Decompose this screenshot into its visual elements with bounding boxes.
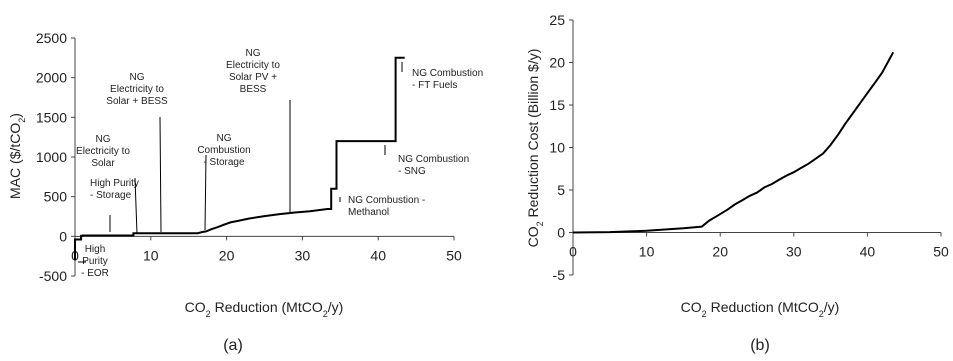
annotation-text: NG xyxy=(246,48,261,59)
x-tick-label: 30 xyxy=(295,247,311,263)
y-tick-label: 15 xyxy=(549,97,565,113)
x-tick-label: 10 xyxy=(639,244,655,260)
x-axis-label: CO2 Reduction (MtCO2/y) xyxy=(185,299,344,319)
y-tick-label: 0 xyxy=(59,228,67,244)
annotation-text: Electricity to xyxy=(226,60,280,71)
y-axis-label: CO2 Reduction Cost (Billion $/y) xyxy=(525,49,545,248)
y-tick-label: 2000 xyxy=(36,70,67,86)
annotation-leader xyxy=(204,154,207,231)
annotation-text: Combustion xyxy=(197,145,250,156)
annotation: High Purity- Storage xyxy=(90,178,139,232)
annotation: NG Combustion- FT Fuels xyxy=(401,62,483,91)
y-tick-label: -500 xyxy=(39,268,67,284)
y-tick-label: 10 xyxy=(549,140,565,156)
annotation-leader xyxy=(159,116,162,233)
annotation-text: NG xyxy=(130,72,145,83)
annotation-text: Solar xyxy=(91,158,115,169)
y-tick-label: 500 xyxy=(44,189,68,205)
y-axis-label: MAC ($/tCO2) xyxy=(7,113,27,199)
annotation-text: Solar PV + xyxy=(229,72,277,83)
annotation-text: NG Combustion - xyxy=(348,195,425,206)
annotation-text: Methanol xyxy=(348,207,389,218)
x-tick-label: 20 xyxy=(219,247,235,263)
annotation-text: - Storage xyxy=(203,157,245,168)
annotation-text: BESS xyxy=(240,84,267,95)
x-tick-label: 40 xyxy=(860,244,876,260)
y-tick-label: 20 xyxy=(549,55,565,71)
annotation-text: Solar + BESS xyxy=(106,96,168,107)
series-line xyxy=(572,51,895,234)
annotation-text: - FT Fuels xyxy=(412,80,457,91)
annotation-text: High xyxy=(85,244,106,255)
x-tick-label: 10 xyxy=(143,247,159,263)
x-tick-label: 40 xyxy=(370,247,386,263)
y-tick-label: 1000 xyxy=(36,149,67,165)
y-tick-label: 25 xyxy=(549,12,565,28)
annotation-text: - SNG xyxy=(398,166,426,177)
y-tick-label: 1500 xyxy=(36,109,67,125)
x-tick-label: 0 xyxy=(569,244,577,260)
annotation-text: Purity xyxy=(82,256,108,267)
x-tick-label: 50 xyxy=(446,247,462,263)
annotation-text: NG Combustion xyxy=(398,154,469,165)
annotation: NG Combustion- SNG xyxy=(384,145,469,177)
x-tick-label: 30 xyxy=(786,244,802,260)
annotation-text: - Storage xyxy=(90,190,132,201)
y-tick-label: -5 xyxy=(553,267,566,283)
annotation-text: High Purity xyxy=(90,178,139,189)
annotation-text: NG Combustion xyxy=(412,68,483,79)
annotation: NG Combustion -Methanol xyxy=(339,195,425,218)
x-tick-label: 20 xyxy=(712,244,728,260)
annotation-text: Electricity to xyxy=(76,146,130,157)
panel-label: (a) xyxy=(223,337,243,354)
y-tick-label: 5 xyxy=(557,182,565,198)
x-axis-label: CO2 Reduction (MtCO2/y) xyxy=(681,299,840,319)
x-tick-label: 50 xyxy=(933,244,949,260)
annotation-leader xyxy=(134,177,138,235)
annotation-text: NG xyxy=(217,133,232,144)
series-line xyxy=(74,56,405,261)
panel-label: (b) xyxy=(750,337,770,354)
y-tick-label: 2500 xyxy=(36,30,67,46)
y-tick-label: 0 xyxy=(557,225,565,241)
annotation-text: Electricity to xyxy=(110,84,164,95)
annotation-text: NG xyxy=(96,134,111,145)
annotation-text: - EOR xyxy=(81,268,109,279)
